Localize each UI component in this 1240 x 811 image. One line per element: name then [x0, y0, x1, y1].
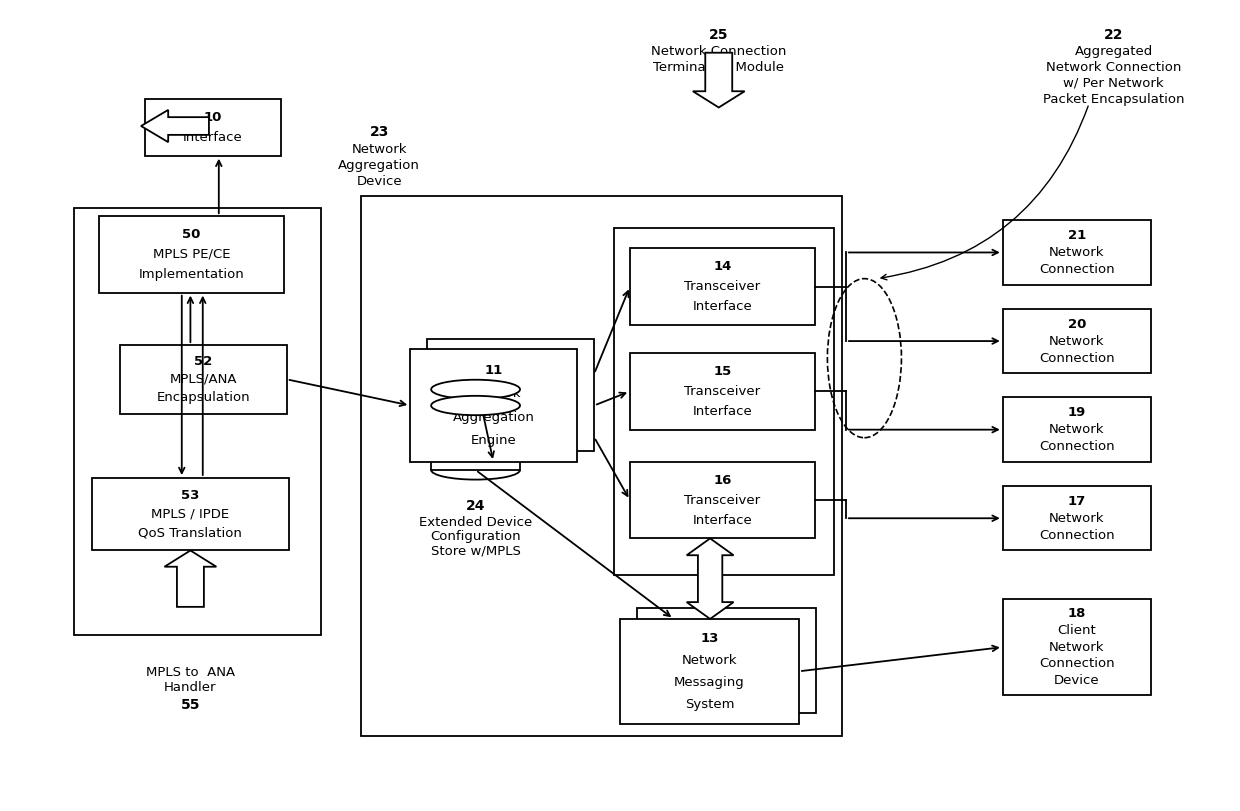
FancyBboxPatch shape: [145, 100, 280, 156]
Text: 25: 25: [709, 28, 729, 42]
FancyBboxPatch shape: [1003, 309, 1151, 373]
Text: Packet Encapsulation: Packet Encapsulation: [1043, 93, 1184, 106]
Text: Extended Device: Extended Device: [419, 516, 532, 529]
FancyBboxPatch shape: [99, 217, 284, 293]
Text: Transceiver: Transceiver: [684, 494, 760, 507]
Text: Network: Network: [466, 388, 521, 401]
FancyBboxPatch shape: [630, 462, 815, 539]
Text: Network: Network: [1049, 641, 1105, 654]
Text: Device: Device: [1054, 674, 1100, 687]
Text: 52: 52: [195, 354, 212, 368]
Polygon shape: [141, 110, 208, 142]
Text: MPLS to  ANA: MPLS to ANA: [146, 667, 234, 680]
FancyBboxPatch shape: [432, 389, 520, 470]
Text: Network: Network: [682, 654, 738, 667]
Text: 55: 55: [181, 698, 200, 712]
Ellipse shape: [432, 396, 520, 415]
Text: Configuration: Configuration: [430, 530, 521, 543]
Text: Network: Network: [1049, 512, 1105, 525]
FancyBboxPatch shape: [637, 608, 816, 713]
Text: Network Connection: Network Connection: [1047, 61, 1182, 74]
Text: Termination Module: Termination Module: [653, 61, 784, 74]
FancyBboxPatch shape: [1003, 221, 1151, 285]
FancyBboxPatch shape: [74, 208, 321, 635]
Text: Messaging: Messaging: [675, 676, 745, 689]
Text: 13: 13: [701, 632, 719, 645]
Text: Connection: Connection: [1039, 351, 1115, 364]
Text: Transceiver: Transceiver: [684, 280, 760, 294]
FancyBboxPatch shape: [614, 229, 833, 575]
Text: 24: 24: [466, 500, 485, 513]
Text: Aggregated: Aggregated: [1075, 45, 1153, 58]
Text: 18: 18: [1068, 607, 1086, 620]
Text: MPLS/ANA: MPLS/ANA: [170, 373, 237, 386]
Text: Interface: Interface: [693, 514, 753, 527]
Text: 22: 22: [1104, 28, 1123, 42]
Ellipse shape: [432, 380, 520, 399]
Text: Device: Device: [356, 175, 402, 188]
Text: Interface: Interface: [182, 131, 243, 144]
Text: 15: 15: [713, 365, 732, 378]
Text: 23: 23: [370, 125, 389, 139]
Text: Network Connection: Network Connection: [651, 45, 786, 58]
Text: System: System: [684, 697, 734, 710]
Text: Store w/MPLS: Store w/MPLS: [430, 545, 521, 558]
Text: 14: 14: [713, 260, 732, 273]
Polygon shape: [693, 53, 745, 108]
FancyBboxPatch shape: [92, 478, 289, 551]
Text: Interface: Interface: [693, 300, 753, 313]
Text: Engine: Engine: [471, 434, 516, 447]
Text: 21: 21: [1068, 229, 1086, 242]
FancyBboxPatch shape: [630, 353, 815, 430]
Text: 17: 17: [1068, 495, 1086, 508]
Text: 16: 16: [713, 474, 732, 487]
Text: Implementation: Implementation: [139, 268, 244, 281]
Text: Connection: Connection: [1039, 263, 1115, 276]
Text: Aggregation: Aggregation: [339, 159, 420, 172]
Text: QoS Translation: QoS Translation: [139, 527, 242, 540]
Text: Network: Network: [1049, 246, 1105, 259]
Text: w/ Per Network: w/ Per Network: [1064, 77, 1164, 90]
Text: Aggregation: Aggregation: [453, 410, 534, 423]
FancyBboxPatch shape: [361, 196, 842, 736]
Text: MPLS / IPDE: MPLS / IPDE: [151, 508, 229, 521]
Text: Network: Network: [351, 143, 407, 156]
Text: Transceiver: Transceiver: [684, 385, 760, 398]
FancyBboxPatch shape: [1003, 599, 1151, 696]
Text: Encapsulation: Encapsulation: [156, 391, 250, 404]
Polygon shape: [165, 551, 216, 607]
Text: 20: 20: [1068, 318, 1086, 331]
Text: Connection: Connection: [1039, 529, 1115, 542]
Text: 10: 10: [203, 111, 222, 124]
Text: MPLS PE/CE: MPLS PE/CE: [153, 248, 231, 261]
Text: Network: Network: [1049, 335, 1105, 348]
Text: 53: 53: [181, 489, 200, 502]
Text: 19: 19: [1068, 406, 1086, 419]
Text: Handler: Handler: [164, 681, 217, 694]
Text: Connection: Connection: [1039, 657, 1115, 671]
FancyBboxPatch shape: [428, 339, 594, 452]
Text: Network: Network: [1049, 423, 1105, 436]
FancyBboxPatch shape: [630, 248, 815, 325]
FancyBboxPatch shape: [1003, 486, 1151, 551]
Text: Client: Client: [1058, 624, 1096, 637]
Text: 11: 11: [485, 364, 502, 377]
FancyBboxPatch shape: [620, 619, 799, 723]
FancyBboxPatch shape: [1003, 397, 1151, 462]
Text: 50: 50: [182, 228, 201, 241]
Text: Interface: Interface: [693, 405, 753, 418]
FancyBboxPatch shape: [410, 349, 577, 462]
FancyBboxPatch shape: [120, 345, 286, 414]
Polygon shape: [687, 539, 734, 619]
Text: Connection: Connection: [1039, 440, 1115, 453]
